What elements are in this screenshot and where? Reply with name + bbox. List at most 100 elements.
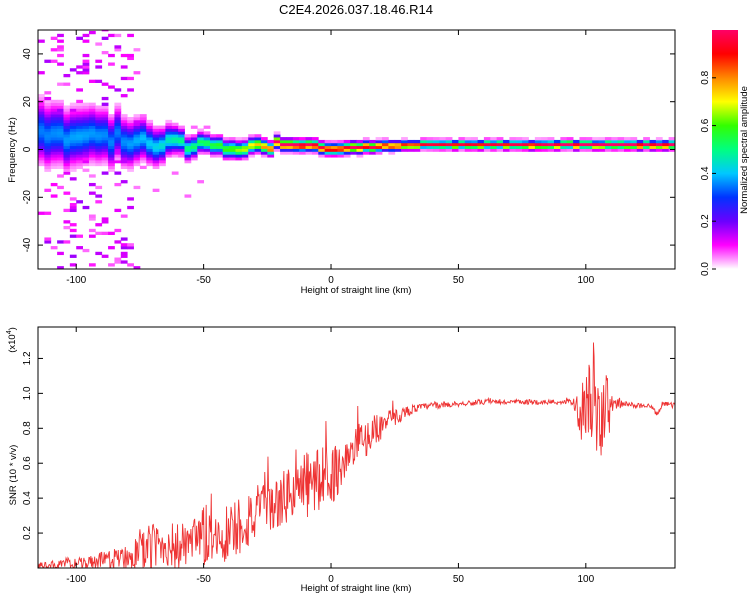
heatmap-cell	[280, 142, 287, 147]
heatmap-cell	[50, 119, 58, 124]
heatmap-cell	[114, 111, 122, 115]
heatmap-cell	[222, 142, 230, 147]
heatmap-cell	[57, 62, 64, 66]
heatmap-cell	[139, 151, 147, 155]
heatmap-cell	[184, 151, 192, 155]
heatmap-cell	[82, 105, 90, 109]
heatmap-cell	[235, 148, 243, 152]
heatmap-cell	[88, 214, 96, 218]
heatmap-cell	[57, 145, 64, 149]
heatmap-cell	[184, 134, 192, 138]
heatmap-cell	[241, 157, 249, 161]
heatmap-cell	[630, 139, 638, 144]
heatmap-cell	[624, 145, 631, 149]
heatmap-cell	[592, 142, 599, 147]
heatmap-cell	[458, 142, 466, 147]
heatmap-cell	[337, 145, 345, 149]
heatmap-cell	[139, 148, 147, 152]
heatmap-cell	[82, 117, 90, 121]
heatmap-cell	[503, 139, 510, 144]
heatmap-cell	[146, 160, 154, 164]
heatmap-cell	[165, 151, 173, 155]
heatmap-cell	[120, 148, 128, 152]
heatmap-cell	[184, 145, 192, 149]
heatmap-cell	[120, 254, 128, 258]
heatmap-cell	[178, 131, 185, 135]
heatmap-cell	[159, 131, 166, 135]
heatmap-cell	[356, 139, 364, 144]
heatmap-cell	[331, 139, 338, 144]
heatmap-cell	[38, 108, 45, 112]
heatmap-cell	[76, 88, 83, 92]
heatmap-cell	[139, 117, 147, 121]
heatmap-cell	[152, 139, 160, 144]
heatmap-cell	[598, 137, 606, 141]
heatmap-cell	[88, 263, 96, 267]
heatmap-cell	[82, 134, 90, 138]
heatmap-cell	[509, 148, 517, 152]
heatmap-cell	[82, 205, 90, 210]
heatmap-cell	[159, 151, 166, 155]
heatmap-cell	[566, 148, 574, 152]
heatmap-cell	[133, 142, 141, 147]
heatmap-cell	[127, 122, 134, 126]
heatmap-cell	[95, 65, 103, 69]
colorbar-bar	[712, 30, 738, 269]
heatmap-cell	[165, 122, 173, 126]
heatmap-cell	[197, 134, 205, 138]
heatmap-cell	[178, 148, 185, 152]
heatmap-cell	[203, 125, 211, 129]
heatmap-cell	[95, 122, 103, 126]
heatmap-cell	[184, 148, 192, 152]
heatmap-cell	[108, 131, 115, 135]
heatmap-cell	[44, 240, 52, 244]
heatmap-cell	[63, 171, 71, 175]
heatmap-cell	[108, 151, 115, 155]
heatmap-cell	[604, 142, 612, 147]
heatmap-cell	[401, 137, 408, 141]
heatmap-cell	[76, 65, 83, 69]
heatmap-cell	[171, 171, 179, 175]
heatmap-cell	[534, 148, 542, 152]
heatmap-cell	[95, 125, 103, 129]
heatmap-cell	[82, 59, 90, 63]
heatmap-cell	[630, 148, 638, 152]
heatmap-cell	[57, 162, 64, 167]
heatmap-cell	[362, 137, 370, 141]
heatmap-cell	[114, 88, 122, 92]
heatmap-cell	[88, 162, 96, 167]
heatmap-cell	[222, 139, 230, 144]
heatmap-cell	[655, 142, 663, 147]
heatmap-cell	[120, 53, 128, 58]
snr-y-label: SNR (10 * v/v)	[8, 445, 19, 506]
heatmap-cell	[617, 142, 625, 147]
heatmap-cell	[560, 148, 568, 152]
heatmap-cell	[38, 111, 45, 115]
heatmap-cell	[114, 240, 122, 244]
colorbar-label: Normalized spectral amplitude	[739, 86, 750, 214]
heatmap-cell	[146, 157, 154, 161]
heatmap-cell	[114, 45, 122, 49]
heatmap-cell	[585, 145, 593, 149]
heatmap-cell	[133, 154, 141, 158]
heatmap-cell	[101, 82, 109, 86]
heatmap-cell	[88, 114, 96, 118]
heatmap-cell	[82, 62, 90, 66]
heatmap-cell	[471, 148, 478, 152]
snr-panel: -100 -50 0 50 100 0.2 0.4 0.6 0.8 1.0 1.2 Height …	[6, 326, 676, 594]
snr-x-tick-label: -50	[196, 574, 211, 585]
heatmap-cell	[432, 142, 440, 147]
heatmap-cell	[127, 148, 134, 152]
heatmap-cell	[630, 142, 638, 147]
heatmap-cell	[120, 119, 128, 124]
heatmap-cell	[76, 142, 83, 147]
heatmap-cell	[413, 145, 421, 149]
heatmap-cell	[579, 148, 587, 152]
spectrogram-x-tick-label: 0	[328, 275, 334, 286]
heatmap-cell	[152, 128, 160, 132]
heatmap-cell	[152, 134, 160, 138]
heatmap-cell	[248, 148, 255, 152]
heatmap-cell	[292, 151, 300, 155]
heatmap-cell	[171, 148, 179, 152]
heatmap-cell	[120, 117, 128, 121]
